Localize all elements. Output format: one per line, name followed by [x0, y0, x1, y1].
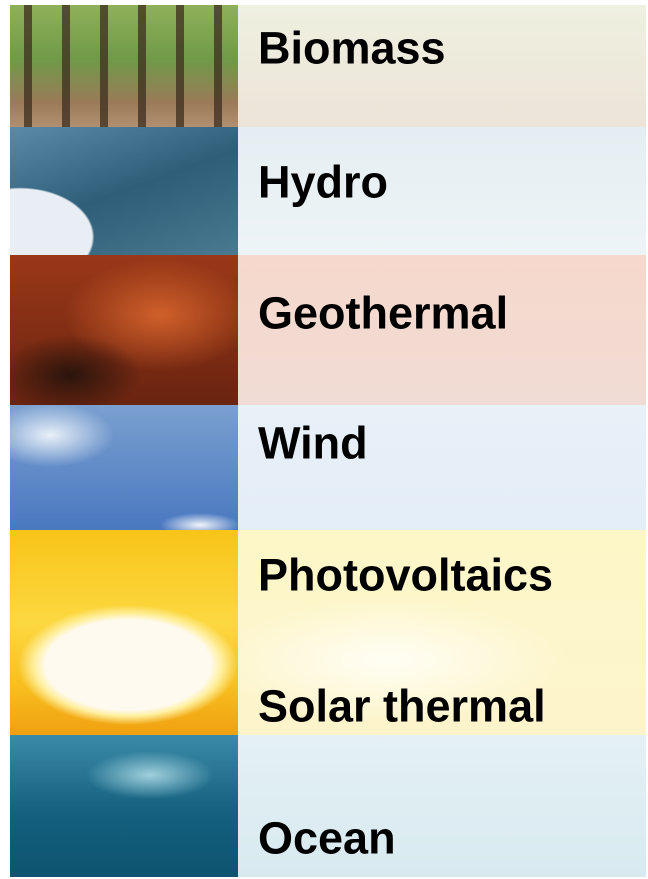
ocean-image [10, 735, 238, 877]
label: Wind [258, 421, 368, 466]
label: Ocean [258, 816, 396, 861]
hydro-image [10, 127, 238, 255]
solar-image [10, 530, 238, 735]
label: Hydro [258, 160, 388, 205]
label: Geothermal [258, 291, 508, 336]
wind-image [10, 405, 238, 530]
slide: Biomass Hydro Geothermal Wind Photovolta… [0, 0, 648, 879]
label: Photovoltaics [258, 553, 553, 598]
label: Biomass [258, 26, 446, 71]
biomass-image [10, 5, 238, 127]
label: Solar thermal [258, 684, 546, 729]
geothermal-image [10, 255, 238, 405]
